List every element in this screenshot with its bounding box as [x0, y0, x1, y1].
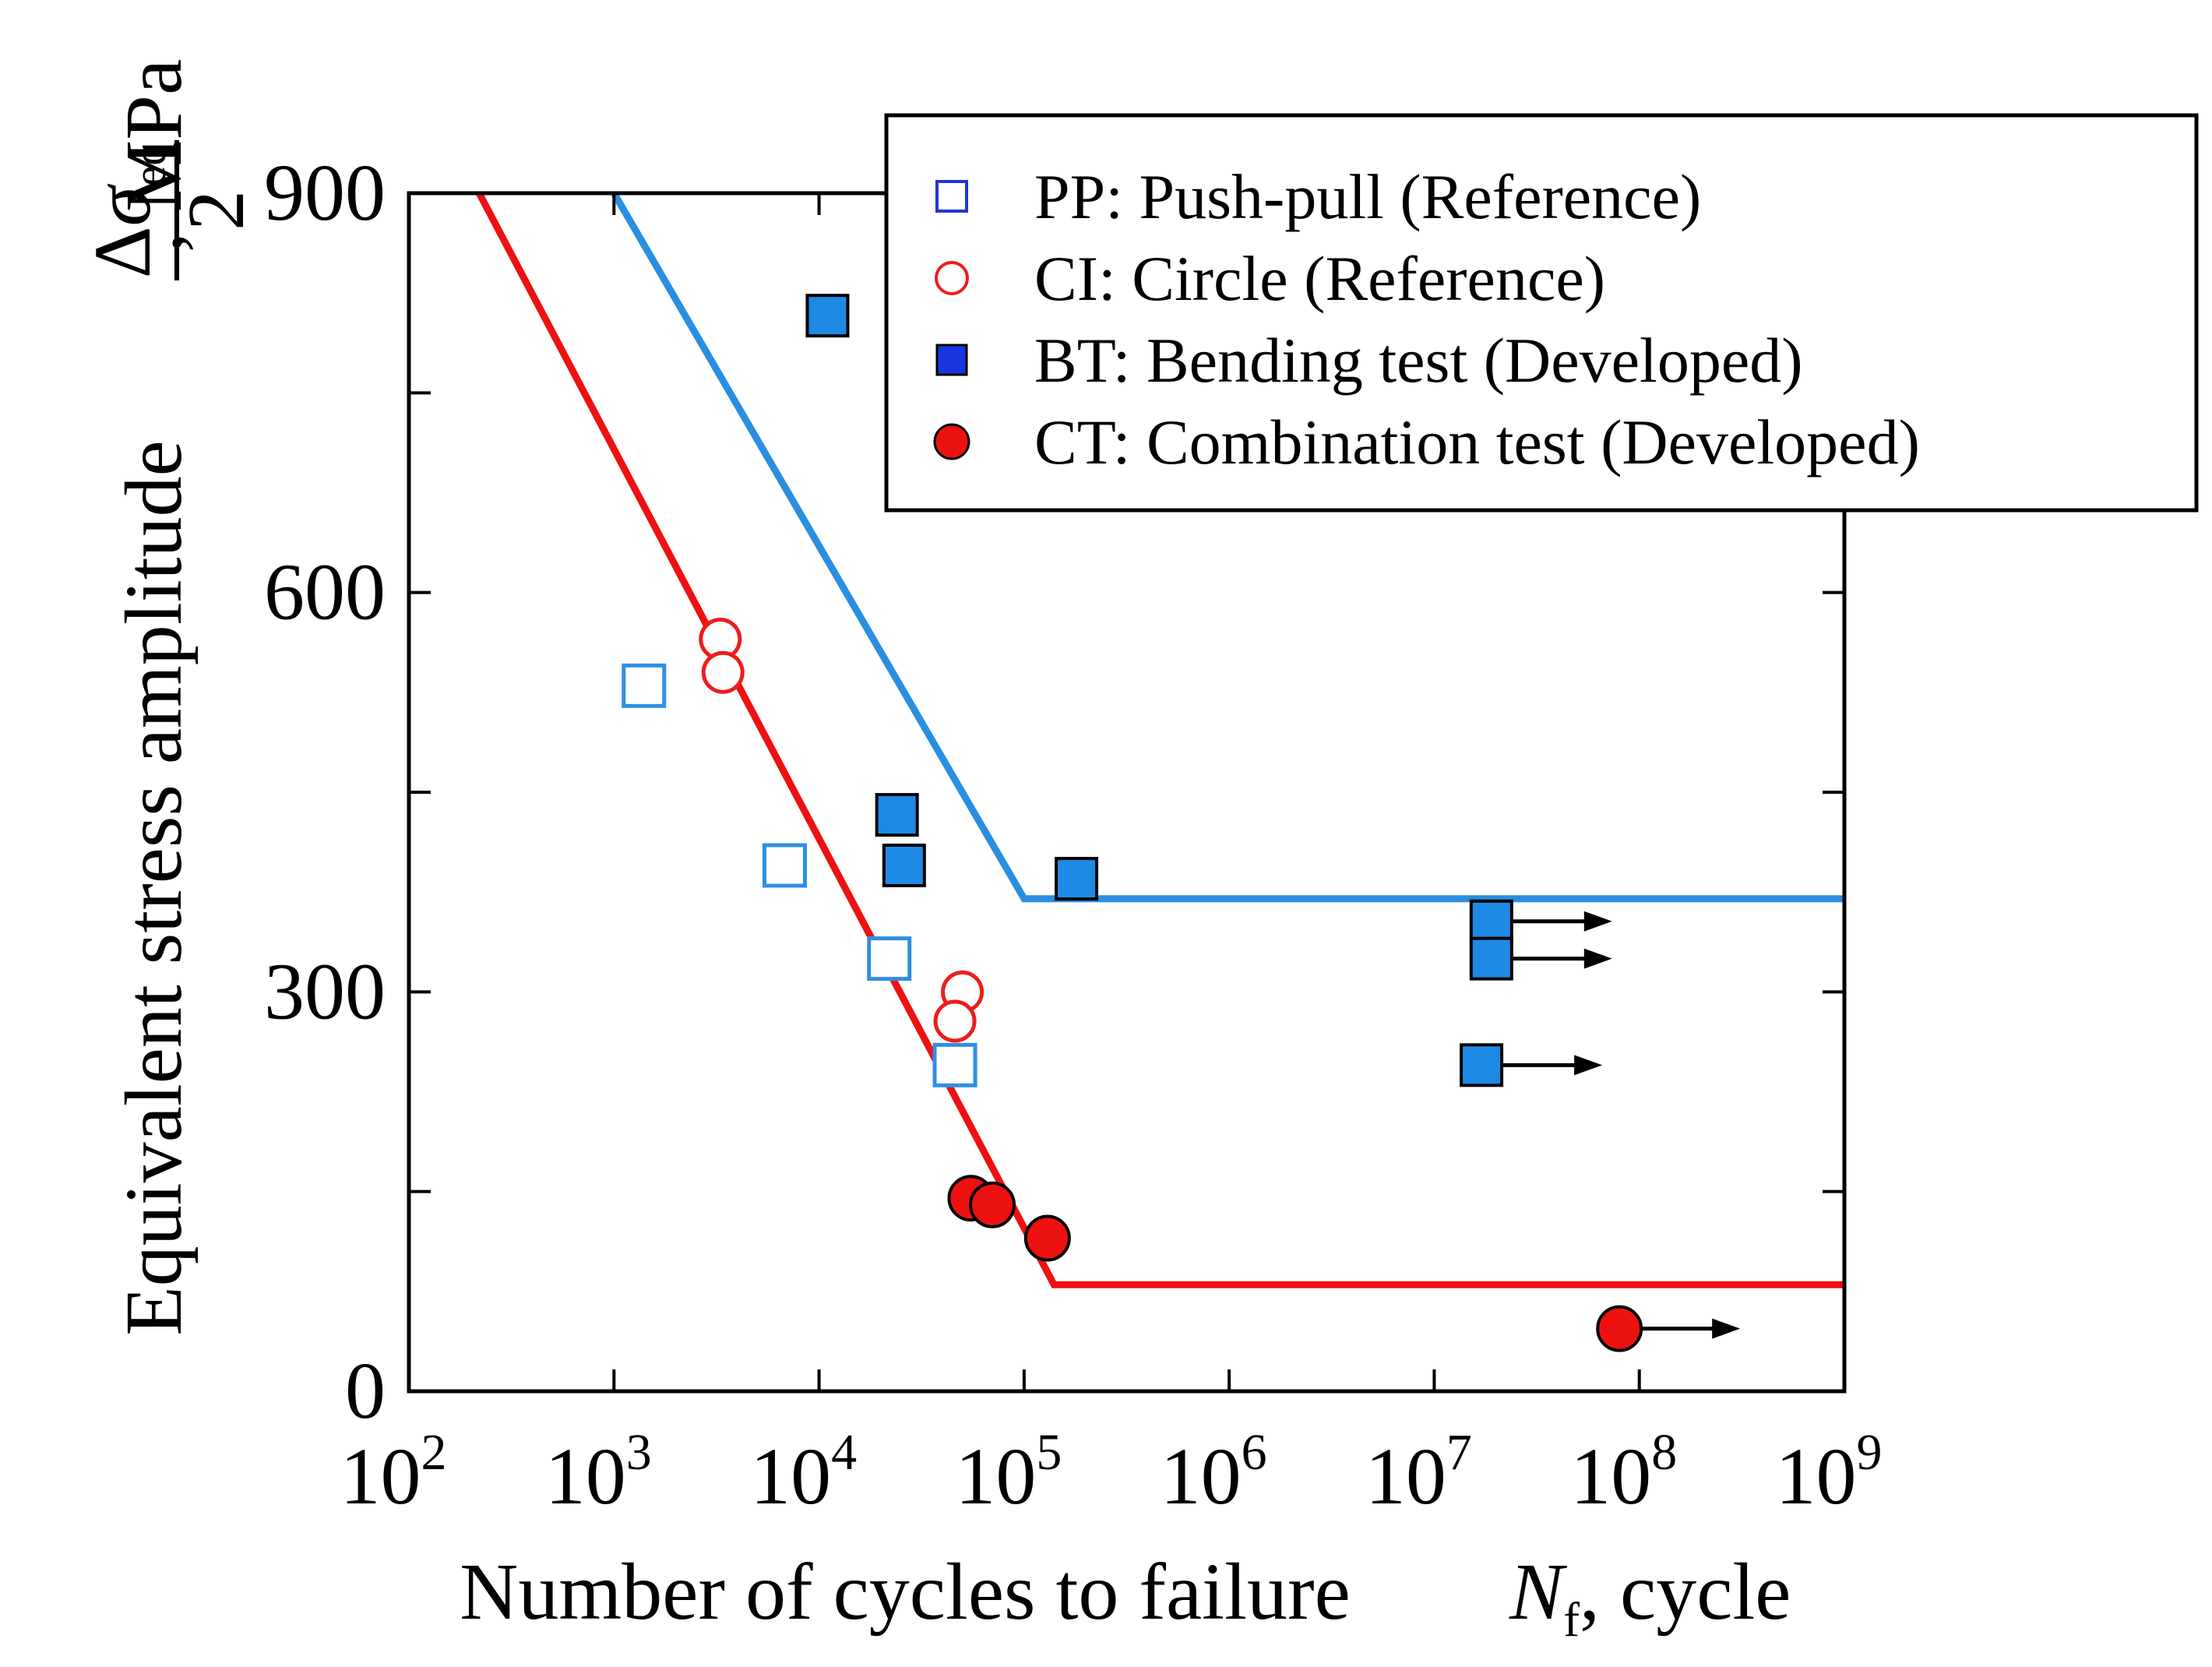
marker-ci [933, 999, 977, 1043]
y-axis-unit: , MPa [109, 59, 199, 252]
legend-label: PP: Push-pull (Reference) [1034, 161, 1701, 232]
x-tick-base: 10 [545, 1432, 626, 1521]
x-tick-exponent: 8 [1651, 1424, 1677, 1481]
marker-ct [1596, 1305, 1643, 1352]
marker-pp [622, 663, 667, 708]
y-axis-unit-group: , MPa [109, 59, 199, 252]
y-axis-denominator: 2 [171, 190, 261, 231]
x-tick-label: 103 [545, 1424, 652, 1521]
x-axis-sub: f [1563, 1594, 1580, 1647]
marker-ct [1023, 1214, 1071, 1262]
x-tick-exponent: 2 [421, 1424, 447, 1481]
x-tick-base: 10 [1776, 1432, 1857, 1521]
x-tick-base: 10 [750, 1432, 831, 1521]
y-axis-sub: eq [124, 143, 175, 187]
fit-lines [476, 193, 1844, 1288]
y-tick-label: 900 [264, 148, 386, 238]
y-axis-title: Equivalent stress amplitude [109, 440, 199, 1336]
x-tick-label: 105 [955, 1424, 1062, 1521]
x-axis-title: Number of cycles to failure [460, 1547, 1351, 1637]
fit-line-ct-fit [476, 193, 1844, 1288]
legend-box [884, 113, 2199, 513]
svg-text:Equivalent stress amplitude: Equivalent stress amplitude [109, 440, 199, 1336]
x-axis-var-group: Nf, cycle [1509, 1547, 1791, 1647]
x-tick-base: 10 [1365, 1432, 1446, 1521]
x-axis-title-main: Number of cycles to failure [460, 1547, 1351, 1637]
y-tick-label: 0 [345, 1346, 386, 1436]
x-tick-label: 104 [750, 1424, 857, 1521]
marker-bt [875, 793, 919, 837]
legend-marker-open-square [935, 180, 968, 213]
x-tick-label: 109 [1776, 1424, 1883, 1521]
runout-arrow-head [1574, 1055, 1603, 1076]
x-tick-exponent: 3 [626, 1424, 652, 1481]
legend-marker-filled-circle [933, 423, 970, 460]
x-tick-label: 108 [1570, 1424, 1677, 1521]
legend-label: CT: Combination test (Developed) [1034, 407, 1920, 478]
marker-bt [1460, 1043, 1504, 1087]
legend-label: BT: Bending test (Developed) [1034, 325, 1803, 396]
legend-marker-filled-square [935, 344, 968, 376]
y-axis-title-main: Equivalent stress amplitude [109, 440, 199, 1336]
marker-pp [932, 1042, 977, 1087]
marker-bt [1469, 936, 1513, 981]
runout-arrow-head [1583, 911, 1612, 932]
x-tick-exponent: 5 [1036, 1424, 1062, 1481]
x-tick-exponent: 4 [831, 1424, 857, 1481]
x-tick-label: 102 [340, 1424, 447, 1521]
x-axis-var: N [1509, 1547, 1568, 1637]
legend-label: CI: Circle (Reference) [1034, 243, 1605, 314]
x-tick-base: 10 [955, 1432, 1036, 1521]
fit-line-bt-fit [611, 193, 1844, 903]
x-tick-label: 106 [1161, 1424, 1267, 1521]
x-tick-base: 10 [340, 1432, 421, 1521]
y-tick-label: 600 [264, 548, 386, 637]
y-tick-label: 300 [264, 946, 386, 1036]
runout-arrow-head [1583, 948, 1612, 969]
marker-ci [701, 650, 745, 694]
marker-bt [1469, 899, 1513, 943]
x-tick-exponent: 7 [1446, 1424, 1472, 1481]
marker-pp [762, 843, 807, 888]
x-axis-unit: , cycle [1580, 1547, 1791, 1637]
y-axis-sigma: σ [78, 184, 167, 227]
runout-arrow-head [1712, 1318, 1741, 1339]
y-axis-fraction: Δσeq 2 [78, 140, 261, 280]
marker-bt [1055, 857, 1099, 901]
x-tick-label: 107 [1365, 1424, 1472, 1521]
y-axis-delta: Δ [78, 227, 167, 279]
marker-ct [969, 1181, 1016, 1228]
x-tick-exponent: 9 [1857, 1424, 1883, 1481]
x-tick-base: 10 [1570, 1432, 1651, 1521]
x-tick-exponent: 6 [1242, 1424, 1267, 1481]
svg-text:Δσeq: Δσeq [78, 143, 175, 279]
marker-bt [882, 843, 926, 887]
legend: PP: Push-pull (Reference) CI: Circle (Ref… [884, 113, 2199, 513]
legend-marker-open-circle [935, 261, 969, 295]
x-tick-base: 10 [1161, 1432, 1242, 1521]
marker-bt [805, 294, 850, 338]
marker-pp [867, 936, 912, 982]
data-markers [622, 294, 1741, 1352]
